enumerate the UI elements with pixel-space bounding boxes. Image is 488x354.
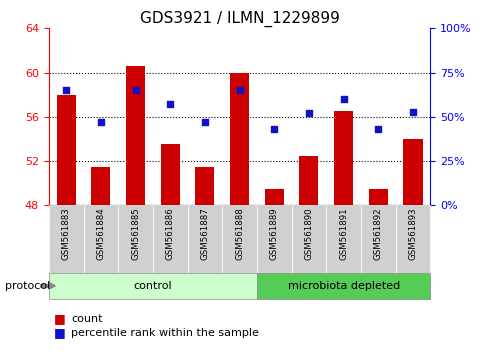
Bar: [57, 95, 76, 205]
Point: [270, 126, 278, 132]
Text: GSM561893: GSM561893: [407, 207, 417, 260]
Point: [339, 96, 347, 102]
Point: [374, 126, 382, 132]
Point: [305, 110, 312, 116]
Text: control: control: [133, 281, 172, 291]
Text: count: count: [71, 314, 102, 324]
Text: ■: ■: [54, 312, 65, 325]
Text: protocol: protocol: [5, 281, 50, 291]
Bar: [161, 144, 180, 205]
Bar: [403, 139, 422, 205]
Text: GSM561891: GSM561891: [339, 207, 347, 260]
Text: percentile rank within the sample: percentile rank within the sample: [71, 328, 258, 338]
Bar: [333, 111, 352, 205]
Text: GSM561886: GSM561886: [165, 207, 174, 260]
Bar: [195, 167, 214, 205]
Point: [235, 87, 243, 93]
Text: GSM561883: GSM561883: [61, 207, 71, 260]
Text: microbiota depleted: microbiota depleted: [287, 281, 399, 291]
Text: GSM561892: GSM561892: [373, 207, 382, 260]
Text: ■: ■: [54, 326, 65, 339]
Text: GSM561888: GSM561888: [235, 207, 244, 260]
Bar: [299, 155, 318, 205]
Title: GDS3921 / ILMN_1229899: GDS3921 / ILMN_1229899: [140, 11, 339, 27]
Bar: [230, 73, 249, 205]
Bar: [91, 167, 110, 205]
Bar: [264, 189, 283, 205]
Point: [166, 102, 174, 107]
Point: [62, 87, 70, 93]
Text: GSM561890: GSM561890: [304, 207, 313, 260]
Text: GSM561885: GSM561885: [131, 207, 140, 260]
Bar: [368, 189, 387, 205]
Point: [201, 119, 208, 125]
Text: GSM561884: GSM561884: [96, 207, 105, 260]
Bar: [126, 66, 145, 205]
Point: [408, 109, 416, 114]
Text: GSM561887: GSM561887: [200, 207, 209, 260]
Point: [131, 87, 139, 93]
Point: [97, 119, 104, 125]
Text: GSM561889: GSM561889: [269, 207, 278, 260]
